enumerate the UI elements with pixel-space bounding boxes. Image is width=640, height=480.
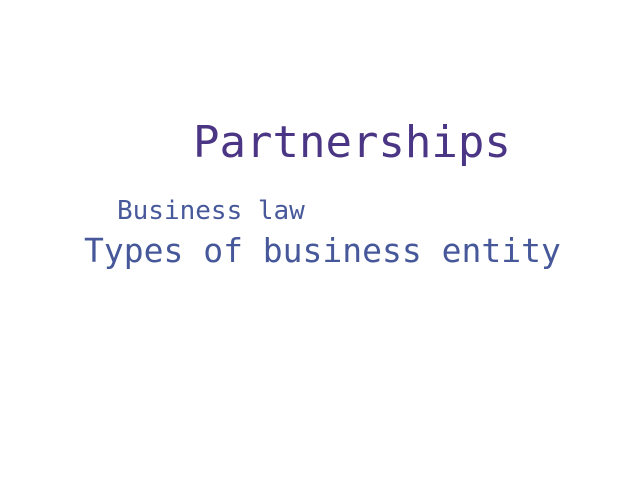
word-partnerships: Partnerships — [193, 117, 511, 168]
word-types-of-business-entity: Types of business entity — [84, 231, 561, 270]
word-business-law: Business law — [117, 196, 305, 226]
